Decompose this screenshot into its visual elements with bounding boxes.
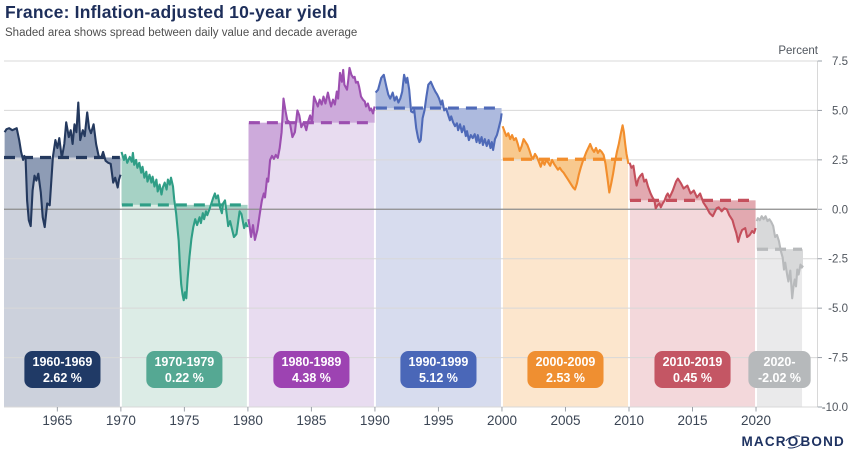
- y-axis-tick-label: 2.5: [832, 155, 848, 167]
- x-axis-tick-label: 1970: [106, 413, 136, 428]
- spread-area: [248, 67, 375, 240]
- y-axis-tick-label: -5.0: [828, 303, 848, 315]
- page-title: France: Inflation-adjusted 10-year yield: [5, 2, 338, 22]
- y-axis-title: Percent: [778, 45, 818, 57]
- logo-text-o: O: [787, 434, 800, 449]
- x-axis-tick-label: 2020: [741, 413, 771, 428]
- x-axis-tick-label: 2005: [550, 413, 580, 428]
- daily-value-line: [3, 101, 122, 229]
- y-axis-tick-label: -7.5: [828, 353, 848, 365]
- decade-badge: [24, 351, 101, 388]
- decade-badge-average: 2.53 %: [546, 371, 585, 385]
- daily-value-line: [120, 151, 249, 302]
- daily-value-lines: [3, 66, 804, 302]
- logo-text-prefix: MACR: [741, 434, 787, 449]
- y-axis-tick-label: 0.0: [832, 204, 848, 216]
- decade-badge: [748, 351, 811, 388]
- spread-area: [121, 151, 248, 301]
- decade-badge-average: 0.45 %: [673, 371, 712, 385]
- chart-subtitle: Shaded area shows spread between daily v…: [5, 27, 358, 39]
- x-axis-tick-label: 1985: [296, 413, 326, 428]
- macrobond-logo: MACROBOND: [741, 434, 845, 449]
- x-axis-tick-label: 1975: [169, 413, 199, 428]
- decade-badge: [654, 351, 731, 388]
- decade-badge-average: 5.12 %: [419, 371, 458, 385]
- axes-labels: 7.5 5.0 2.5 0.0 -2.5 -5.0 -7.5 -10.0 Percent 1965…: [42, 45, 848, 428]
- daily-value-line: [628, 162, 757, 243]
- decade-badge-range: 2020-: [764, 355, 796, 369]
- y-axis-tick-label: -10.0: [822, 402, 848, 414]
- y-axis-tick-label: 5.0: [832, 105, 848, 117]
- decade-badge-average: 0.22 %: [165, 371, 204, 385]
- x-axis-tick-label: 2000: [487, 413, 517, 428]
- decade-badge-range: 2010-2019: [663, 355, 723, 369]
- daily-value-line: [247, 66, 376, 241]
- decade-badge: [527, 351, 604, 388]
- y-axis-tick-label: -2.5: [828, 254, 848, 266]
- decade-badge: [400, 351, 477, 388]
- decade-badge: [273, 351, 350, 388]
- logo-orbit-o-icon: O: [787, 434, 801, 449]
- x-axis-tick-label: 2015: [677, 413, 707, 428]
- decade-badge-range: 1990-1999: [409, 355, 469, 369]
- decade-badge-range: 2000-2009: [536, 355, 596, 369]
- x-axis-tick-label: 1980: [233, 413, 263, 428]
- decade-badge-range: 1960-1969: [33, 355, 93, 369]
- daily-value-line: [501, 124, 630, 194]
- decade-badge-average: -2.02 %: [758, 371, 801, 385]
- daily-value-line: [374, 73, 503, 152]
- logo-text-suffix: BOND: [800, 434, 845, 449]
- decade-badge-average: 4.38 %: [292, 371, 331, 385]
- decade-badge: [146, 351, 223, 388]
- decade-badges: 1960-1969 2.62 % 1970-1979 0.22 % 1980-1989 4…: [24, 351, 811, 388]
- spread-area: [375, 74, 502, 150]
- decade-badge-range: 1970-1979: [154, 355, 214, 369]
- daily-value-line: [755, 215, 804, 300]
- decade-badge-range: 1980-1989: [282, 355, 342, 369]
- x-axis-tick-label: 1995: [423, 413, 453, 428]
- y-axis-tick-label: 7.5: [832, 56, 848, 68]
- x-axis-tick-label: 2010: [614, 413, 644, 428]
- x-axis-tick-label: 1965: [42, 413, 72, 428]
- decade-badge-average: 2.62 %: [43, 371, 82, 385]
- x-axis-tick-label: 1990: [360, 413, 390, 428]
